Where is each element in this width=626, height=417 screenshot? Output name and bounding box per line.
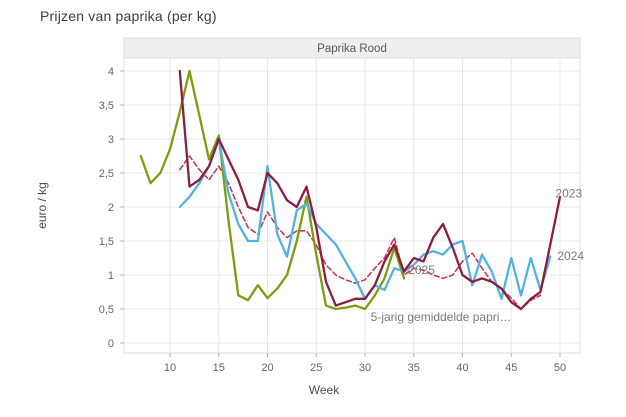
x-tick-label: 25	[310, 362, 322, 374]
page-title: Prijzen van paprika (per kg)	[40, 8, 217, 24]
x-tick-label: 10	[164, 362, 176, 374]
annotation-5-jarig: 5-jarig gemiddelde papri…	[371, 310, 512, 324]
annotation-2025: 2025	[408, 263, 435, 277]
y-tick-label: 4	[108, 66, 114, 78]
y-tick-label: 0	[108, 338, 114, 350]
y-axis-title: euro / kg	[35, 182, 49, 229]
y-tick-label: 3,5	[99, 100, 114, 112]
x-tick-label: 30	[359, 362, 371, 374]
y-tick-label: 0,5	[99, 304, 114, 316]
series-line-2023	[178, 69, 562, 311]
strip-title: Paprika Rood	[317, 43, 387, 55]
series-line-5-jarig-gemiddelde-paprika	[179, 155, 542, 310]
panel-border	[123, 57, 581, 354]
x-tick-label: 40	[456, 362, 468, 374]
x-axis-title: Week	[309, 383, 340, 397]
x-tick-label: 50	[554, 362, 566, 374]
y-tick-label: 2,5	[99, 168, 114, 180]
y-tick-label: 3	[108, 134, 114, 146]
x-tick-label: 35	[408, 362, 420, 374]
annotation-2023: 2023	[555, 186, 582, 200]
y-tick-label: 2	[108, 202, 114, 214]
y-tick-label: 1,5	[99, 236, 114, 248]
series-line-2025	[139, 69, 406, 311]
annotation-2024: 2024	[557, 249, 584, 263]
x-tick-label: 15	[213, 362, 225, 374]
x-tick-label: 20	[261, 362, 273, 374]
x-tick-label: 45	[505, 362, 517, 374]
y-tick-label: 1	[108, 270, 114, 282]
